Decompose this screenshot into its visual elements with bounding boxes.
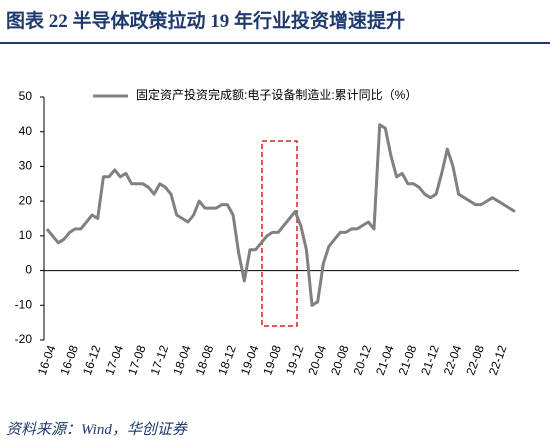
x-tick-label: 16-08 xyxy=(57,343,81,377)
x-tick-label: 16-04 xyxy=(35,343,59,377)
x-tick-label: 21-04 xyxy=(373,343,397,377)
header-title: 图表 22 半导体政策拉动 19 年行业投资增速提升 xyxy=(6,11,406,32)
x-tick-label: 18-08 xyxy=(193,343,217,377)
line-series xyxy=(45,123,516,307)
x-tick-label: 20-12 xyxy=(351,343,375,377)
y-tick-label: 30 xyxy=(19,159,33,173)
x-tick-label: 17-12 xyxy=(148,343,172,377)
x-tick-label: 20-08 xyxy=(328,343,352,377)
x-tick-label: 19-08 xyxy=(260,343,284,377)
x-tick-label: 22-08 xyxy=(463,343,487,377)
y-tick-label: -10 xyxy=(15,297,33,311)
x-tick-label: 21-12 xyxy=(418,343,442,377)
x-tick-label: 19-12 xyxy=(283,343,307,377)
x-tick-label: 17-04 xyxy=(102,343,126,377)
header-rule xyxy=(0,42,550,44)
x-tick-label: 17-08 xyxy=(125,343,149,377)
highlight-box xyxy=(261,140,298,327)
x-tick-label: 22-04 xyxy=(441,343,465,377)
y-tick-label: 0 xyxy=(25,263,32,277)
x-tick-label: 16-12 xyxy=(80,343,104,377)
x-tick-label: 18-04 xyxy=(170,343,194,377)
x-tick-label: 18-12 xyxy=(215,343,239,377)
y-tick-label: 20 xyxy=(19,193,33,207)
x-tick-label: 20-04 xyxy=(305,343,329,377)
y-tick-label: 10 xyxy=(19,228,33,242)
x-tick-label: 22-12 xyxy=(486,343,510,377)
y-tick-label: -20 xyxy=(15,332,33,346)
legend-label: 固定资产投资完成额:电子设备制造业:累计同比（%） xyxy=(136,87,417,102)
x-tick-label: 19-04 xyxy=(238,343,262,377)
y-tick-label: 50 xyxy=(19,89,33,103)
x-tick-label: 21-08 xyxy=(396,343,420,377)
source: 资料来源：Wind，华创证券 xyxy=(6,422,187,438)
y-tick-label: 40 xyxy=(19,124,33,138)
